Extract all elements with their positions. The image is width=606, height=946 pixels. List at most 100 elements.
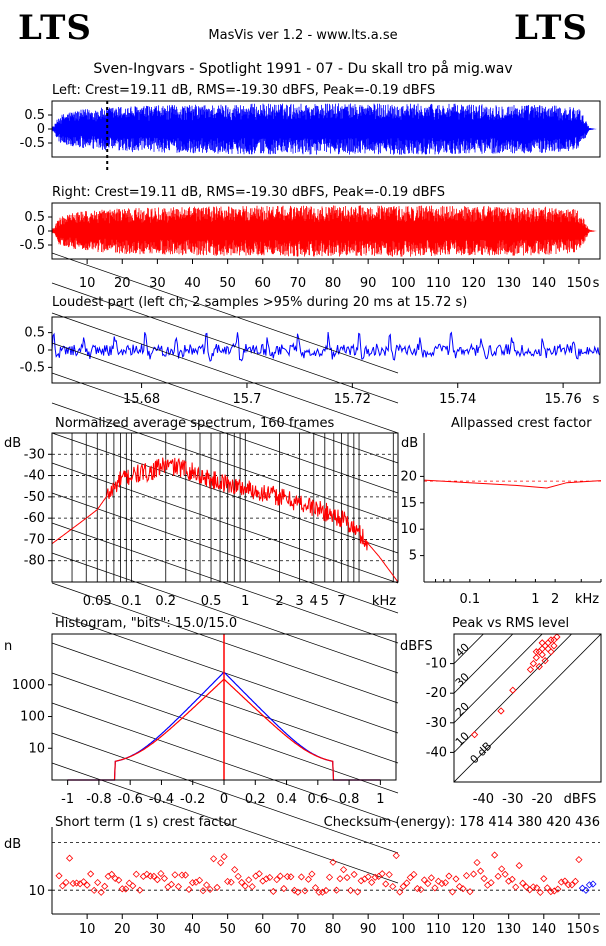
short-term-crest-xtick-7: 80 (325, 922, 342, 937)
left-waveform-frame (51, 100, 601, 158)
short-term-crest-point-146 (561, 877, 569, 885)
peak-vs-rms-diagonal-4 (454, 634, 601, 782)
short-term-crest-point-112 (441, 879, 450, 887)
spectrum-xtick-1: 0.1 (121, 594, 142, 609)
loudest-part-xtick-4: 15.76 (545, 392, 582, 407)
short-term-crest-point-77 (318, 888, 327, 896)
short-term-crest-point-91 (368, 878, 376, 886)
short-term-crest-point-69 (290, 886, 298, 894)
short-term-crest-point-14 (97, 888, 105, 896)
short-term-crest-point-59 (255, 870, 263, 878)
short-term-crest-point-123 (480, 874, 488, 883)
spectrum-slope-10 (51, 552, 399, 674)
peak-vs-rms-point-1 (538, 645, 546, 653)
histogram-xtick-7: 0.4 (276, 792, 297, 807)
allpassed-crest-curve (423, 479, 602, 489)
spectrum-grid (51, 252, 399, 884)
right-waveform-xtick-0: 10 (79, 276, 96, 291)
short-term-crest-xtick-4: 50 (219, 922, 236, 937)
right-waveform-xtick-15: s (593, 276, 600, 291)
short-term-crest-point-140 (540, 875, 548, 883)
short-term-crest-point-99 (396, 888, 404, 896)
right-waveform-signal (51, 205, 597, 257)
short-term-crest-point-149 (571, 877, 579, 885)
short-term-crest-point-101 (403, 879, 411, 887)
short-term-crest-point-96 (385, 871, 393, 879)
short-term-crest-point-81 (332, 886, 341, 894)
short-term-crest-xtick-14: 150 (567, 922, 592, 937)
short-term-crest-point-31 (157, 869, 165, 878)
peak-vs-rms-point-17 (538, 639, 546, 647)
peak-vs-rms-point-20 (470, 731, 479, 739)
short-term-crest-xtick-13: 140 (531, 922, 556, 937)
peak-vs-rms-ytick-2: -30 (426, 716, 447, 731)
short-term-crest-point-152 (582, 886, 590, 894)
short-term-crest-point-150 (575, 856, 583, 864)
short-term-crest-point-121 (473, 858, 481, 867)
histogram-ylabel: n (4, 639, 12, 654)
spectrum-slope-2 (51, 312, 399, 434)
short-term-crest-point-92 (371, 873, 379, 881)
right-waveform-xtick-3: 40 (184, 276, 201, 291)
histogram-xtick-5: 0 (220, 792, 228, 807)
short-term-crest-point-83 (339, 866, 348, 874)
short-term-crest-point-24 (132, 870, 140, 878)
short-term-crest-point-138 (533, 884, 541, 892)
short-term-crest-ylabel: dB (4, 837, 21, 852)
histogram-xtick-0: -1 (61, 792, 74, 807)
allpassed-crest-ytick-3: 5 (409, 549, 417, 564)
short-term-crest-point-117 (459, 885, 467, 893)
short-term-crest-point-113 (445, 872, 453, 880)
spectrum-ytick-5: -80 (24, 554, 45, 569)
spectrum-xtick-9: 7 (337, 594, 345, 609)
short-term-crest-xtick-8: 90 (360, 922, 377, 937)
short-term-crest-point-15 (101, 882, 109, 890)
peak-vs-rms-point-14 (526, 665, 535, 674)
spectrum-xtick-8: 5 (321, 594, 329, 609)
short-term-crest-point-39 (185, 885, 193, 894)
left-waveform-ytick-1: 0 (37, 122, 45, 137)
right-waveform-xtick-6: 70 (290, 276, 307, 291)
spectrum-xtick-0: 0.05 (83, 594, 112, 609)
short-term-crest-point-97 (389, 882, 397, 891)
allpassed-crest-xtick-2: 2 (551, 592, 559, 607)
short-term-crest-point-21 (122, 885, 130, 893)
short-term-crest-point-148 (568, 881, 576, 889)
right-waveform-ytick-1: 0 (37, 224, 45, 239)
spectrum-slope-0 (51, 252, 399, 374)
short-term-crest-point-104 (413, 884, 421, 893)
short-term-crest-point-145 (557, 878, 565, 886)
short-term-crest-point-82 (336, 875, 344, 883)
loudest-part-ytick-1: 0 (37, 343, 45, 358)
peak-vs-rms-point-7 (532, 654, 540, 662)
loudest-part-signal (51, 331, 601, 362)
right-waveform-xtick-2: 30 (149, 276, 166, 291)
short-term-crest-point-111 (438, 879, 446, 888)
peak-vs-rms-diagonal-2 (454, 634, 543, 724)
allpassed-crest-ytick-0: 20 (400, 469, 417, 484)
short-term-crest-point-12 (90, 886, 98, 894)
loudest-part-xtick-2: 15.72 (334, 392, 371, 407)
spectrum-frame (51, 432, 399, 583)
short-term-crest-point-131 (508, 875, 516, 883)
short-term-crest-point-11 (87, 870, 95, 878)
short-term-crest-point-128 (498, 865, 506, 873)
histogram-xtick-8: 0.6 (307, 792, 328, 807)
short-term-crest-xtick-3: 40 (184, 922, 201, 937)
spectrum-slope-9 (51, 522, 399, 644)
spectrum-xtick-5: 2 (275, 594, 283, 609)
short-term-crest-point-2 (55, 872, 63, 880)
spectrum-ytick-0: -30 (24, 447, 45, 462)
checksum-label: Checksum (energy): 178 414 380 420 436 (324, 815, 600, 830)
short-term-crest-point-151 (578, 884, 587, 892)
short-term-crest-point-107 (424, 880, 432, 888)
spectrum-xtick-3: 0.5 (201, 594, 222, 609)
app-version-label: MasVis ver 1.2 - www.lts.a.se (208, 28, 398, 43)
short-term-crest-point-48 (217, 859, 225, 867)
spectrum-xtick-7: 4 (310, 594, 318, 609)
short-term-crest-xtick-10: 110 (426, 922, 451, 937)
short-term-crest-point-44 (202, 881, 211, 889)
lts-logo-right: LTS (514, 8, 588, 48)
peak-vs-rms-point-3 (544, 639, 552, 647)
peak-vs-rms-diagonal-0 (454, 634, 484, 665)
